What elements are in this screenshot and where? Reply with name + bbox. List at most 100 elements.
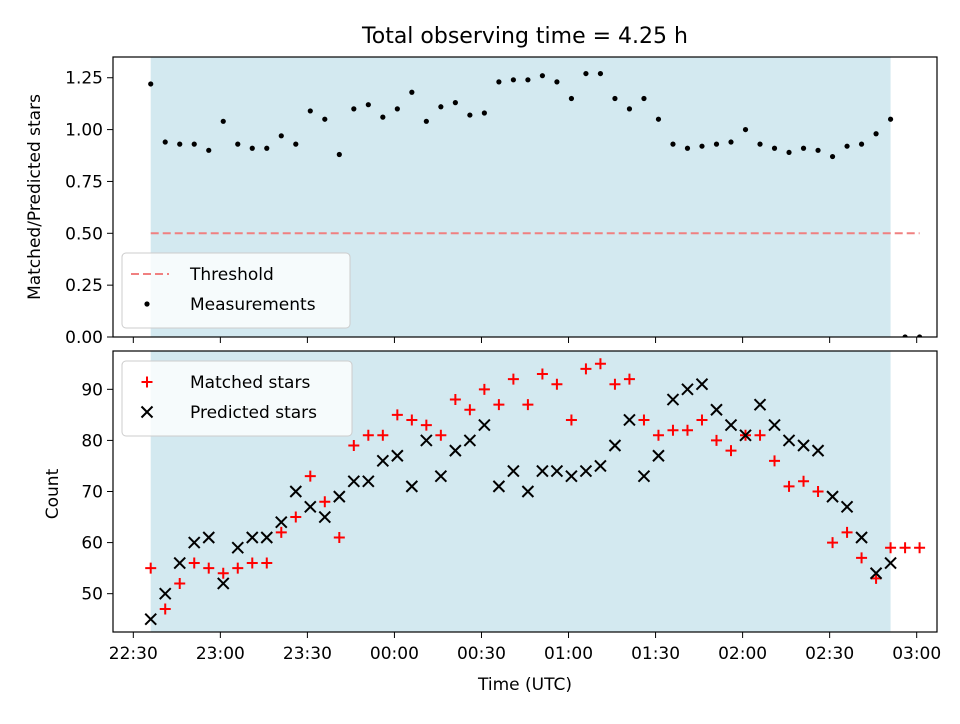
data-point-series-0 <box>841 526 853 538</box>
data-point-series-0 <box>699 143 705 149</box>
axes-frame <box>112 56 938 338</box>
data-point-series-0 <box>638 414 650 426</box>
data-point-series-0 <box>858 141 865 147</box>
data-point-series-0 <box>481 110 487 116</box>
data-point-series-1 <box>623 413 636 427</box>
data-point-series-1 <box>695 378 709 391</box>
data-point-series-0 <box>525 77 531 83</box>
data-point-series-0 <box>348 440 360 452</box>
data-point-series-1 <box>666 393 680 406</box>
bottom-panel: 50 60 70 80 90 22:30 23:00 23:30 00:00 00:30 01:00… <box>81 350 941 664</box>
y-tick-label: 0.50 <box>65 224 103 244</box>
data-point-series-1 <box>608 439 622 452</box>
data-point-series-0 <box>322 116 328 122</box>
legend-label: Threshold <box>189 265 274 285</box>
data-point-series-1 <box>521 485 535 498</box>
data-point-series-1 <box>449 444 462 457</box>
data-point-series-1 <box>173 556 186 570</box>
data-point-series-0 <box>319 496 331 508</box>
data-point-series-0 <box>278 133 284 139</box>
data-point-series-0 <box>812 486 824 497</box>
data-point-series-1 <box>869 567 883 580</box>
y-tick-label: 0.75 <box>65 172 103 192</box>
data-point-series-0 <box>423 118 429 124</box>
data-point-series-0 <box>652 429 664 441</box>
x-axis-label: Time (UTC) <box>477 675 572 695</box>
data-point-series-0 <box>815 147 821 153</box>
x-tick-label: 02:00 <box>718 644 767 664</box>
data-point-series-0 <box>583 70 589 77</box>
data-point-series-0 <box>539 73 546 79</box>
data-point-series-1 <box>318 510 332 524</box>
data-point-series-0 <box>684 145 691 151</box>
top-y-axis-label: Matched/Predicted stars <box>25 94 45 300</box>
data-point-series-1 <box>434 469 448 483</box>
data-point-series-0 <box>464 404 476 416</box>
top-panel: 0.00 0.25 0.50 0.75 1.00 1.25 Threshold Measure… <box>65 56 938 348</box>
data-point-series-0 <box>145 562 157 574</box>
y-tick-label: 90 <box>81 380 103 400</box>
data-point-series-0 <box>800 145 807 151</box>
data-point-series-1 <box>159 587 172 600</box>
data-point-series-0 <box>177 141 183 147</box>
data-point-series-1 <box>188 536 201 549</box>
data-point-series-1 <box>478 418 491 432</box>
data-point-series-0 <box>769 455 781 467</box>
data-point-series-1 <box>362 475 375 488</box>
x-tick-label: 23:30 <box>283 644 332 664</box>
data-point-series-1 <box>811 444 825 457</box>
data-point-series-0 <box>362 429 374 441</box>
data-point-series-0 <box>188 557 200 569</box>
data-point-series-0 <box>394 106 400 112</box>
data-point-series-1 <box>347 475 361 488</box>
data-point-series-0 <box>798 475 810 487</box>
data-point-series-1 <box>507 464 520 478</box>
data-point-series-0 <box>667 424 679 436</box>
data-point-series-0 <box>406 414 418 426</box>
data-point-series-0 <box>522 399 534 411</box>
data-point-series-0 <box>261 557 273 569</box>
data-point-series-1 <box>420 434 433 447</box>
y-tick-label: 1.25 <box>65 69 103 89</box>
data-point-series-0 <box>844 143 850 149</box>
data-point-series-0 <box>655 116 662 122</box>
data-point-series-0 <box>597 70 604 77</box>
data-point-series-1 <box>289 485 302 498</box>
x-tick-label: 03:00 <box>892 644 941 664</box>
legend-box <box>121 252 351 329</box>
data-point-series-0 <box>641 95 647 102</box>
data-point-series-1 <box>217 577 230 590</box>
data-point-series-1 <box>826 490 839 503</box>
data-point-series-0 <box>449 394 461 406</box>
data-point-series-0 <box>336 151 342 158</box>
x-tick-label: 01:30 <box>631 644 680 664</box>
data-point-series-0 <box>217 567 229 579</box>
data-point-series-0 <box>856 552 868 564</box>
data-point-series-1 <box>492 480 506 493</box>
x-tick-label: 02:30 <box>805 644 854 664</box>
data-point-series-0 <box>264 145 270 151</box>
data-point-series-0 <box>148 81 154 87</box>
legend: Matched stars Predicted stars <box>121 360 353 437</box>
data-point-series-1 <box>304 500 317 514</box>
data-point-series-1 <box>463 434 477 447</box>
legend-marker <box>144 301 150 307</box>
data-point-series-0 <box>420 419 432 431</box>
data-point-series-1 <box>637 469 651 483</box>
data-point-series-0 <box>609 378 621 390</box>
data-point-series-0 <box>452 100 458 106</box>
data-point-series-1 <box>260 531 273 544</box>
data-point-series-0 <box>467 112 473 118</box>
data-point-series-0 <box>275 526 287 538</box>
data-point-series-0 <box>681 424 693 436</box>
y-tick-label: 80 <box>81 431 103 451</box>
data-point-series-0 <box>438 104 444 110</box>
data-point-series-0 <box>786 149 792 156</box>
data-point-series-1 <box>710 403 723 416</box>
data-point-series-0 <box>783 480 795 492</box>
data-point-series-0 <box>754 429 766 441</box>
data-point-series-1 <box>768 418 781 432</box>
data-point-series-1 <box>739 429 752 442</box>
data-point-series-0 <box>899 542 911 554</box>
data-point-series-1 <box>594 459 607 473</box>
